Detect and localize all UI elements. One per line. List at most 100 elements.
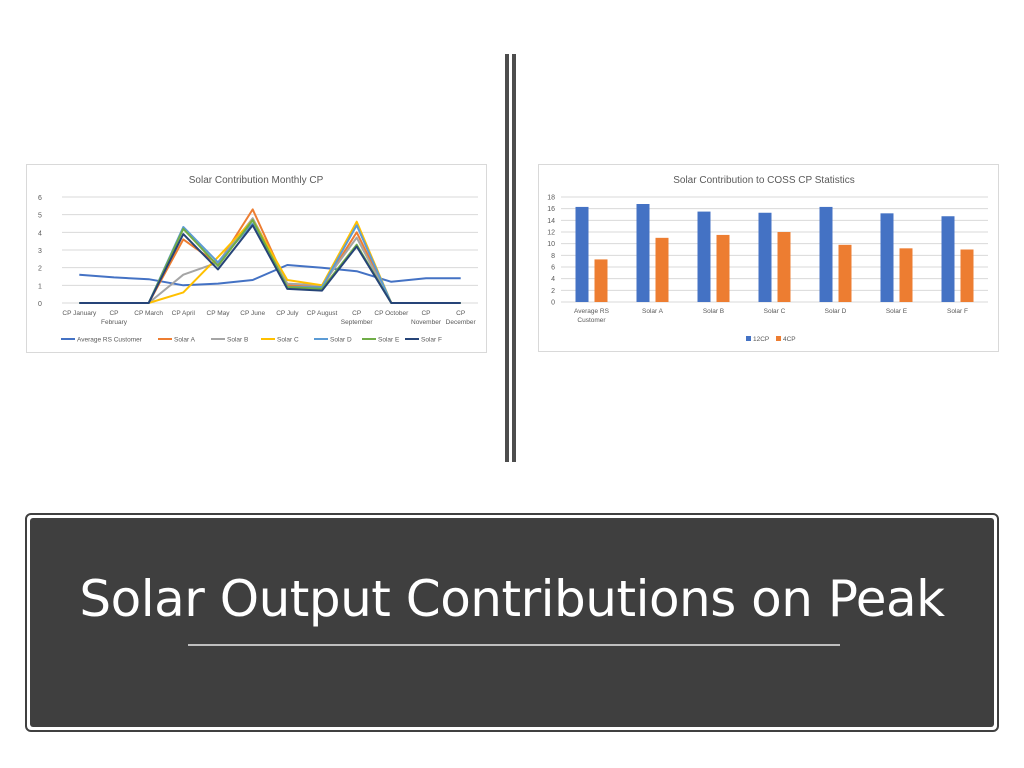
x-tick-label-line: CP bbox=[456, 310, 465, 317]
x-tick-label: CP November bbox=[411, 310, 442, 326]
legend-label-12cp: 12CP bbox=[753, 336, 769, 343]
series-line-solar-f bbox=[79, 224, 461, 304]
x-tick-label: CP February bbox=[101, 310, 128, 326]
x-tick-label: Solar A bbox=[642, 308, 664, 315]
x-tick-label: CP January bbox=[62, 310, 97, 317]
x-tick-label: CP August bbox=[307, 310, 338, 317]
series-line-solar-d bbox=[79, 222, 461, 304]
x-tick-label: Solar C bbox=[764, 308, 786, 315]
y-tick-label: 8 bbox=[551, 253, 555, 260]
x-tick-label-line: CP bbox=[109, 310, 118, 317]
y-tick-label: 6 bbox=[551, 265, 555, 272]
bar-12cp-solar-d bbox=[819, 206, 833, 302]
chart-title: Solar Contribution Monthly CP bbox=[189, 175, 324, 186]
x-tick-label-line: December bbox=[446, 319, 477, 326]
x-tick-label-line: Solar C bbox=[764, 308, 786, 315]
y-tick-label: 16 bbox=[547, 206, 555, 213]
x-tick-label-line: November bbox=[411, 319, 442, 326]
x-tick-label-line: CP August bbox=[307, 310, 338, 317]
series-line-average-rs-customer bbox=[79, 264, 461, 287]
y-tick-label: 2 bbox=[551, 288, 555, 295]
x-tick-label-line: CP October bbox=[374, 310, 409, 317]
x-tick-label-line: Solar E bbox=[886, 308, 908, 315]
legend-label-solar-e: Solar E bbox=[378, 337, 400, 344]
monthly-cp-chart-svg: Solar Contribution Monthly CP 0 1 2 3 4 5 6 CP J… bbox=[38, 175, 478, 344]
bar-4cp-solar-f bbox=[960, 249, 974, 302]
legend-label-4cp: 4CP bbox=[783, 336, 796, 343]
bar-4cp-solar-e bbox=[899, 248, 913, 302]
x-tick-label: CP April bbox=[172, 310, 196, 317]
bar-4cp-solar-a bbox=[655, 237, 669, 302]
x-tick-label: Solar E bbox=[886, 308, 908, 315]
y-tick-label: 10 bbox=[547, 241, 555, 248]
x-tick-label: CP September bbox=[341, 310, 374, 326]
bar-12cp-solar-a bbox=[636, 204, 650, 302]
x-tick-label: Solar B bbox=[703, 308, 724, 315]
x-tick-label-line: Average RS bbox=[574, 308, 610, 315]
bar-12cp-solar-e bbox=[880, 213, 894, 302]
y-tick-label: 4 bbox=[38, 230, 42, 237]
y-tick-label: 1 bbox=[38, 283, 42, 290]
y-tick-label: 18 bbox=[547, 195, 555, 202]
x-tick-label: Solar F bbox=[947, 308, 968, 315]
y-tick-label: 3 bbox=[38, 248, 42, 255]
legend-label-solar-a: Solar A bbox=[174, 337, 196, 344]
x-tick-label-line: CP March bbox=[134, 310, 163, 317]
x-tick-label-line: CP bbox=[352, 310, 361, 317]
bar-4cp-solar-c bbox=[777, 232, 791, 302]
x-tick-label-line: CP January bbox=[62, 310, 97, 317]
x-tick-label-line: Solar F bbox=[947, 308, 968, 315]
title-underline bbox=[188, 644, 840, 646]
x-tick-label-line: Solar B bbox=[703, 308, 724, 315]
x-tick-label-line: CP bbox=[421, 310, 430, 317]
series-line-solar-b bbox=[79, 217, 461, 304]
bar-4cp-solar-d bbox=[838, 244, 852, 302]
x-tick-label-line: September bbox=[341, 319, 374, 326]
y-tick-label: 2 bbox=[38, 266, 42, 273]
y-tick-label: 6 bbox=[38, 195, 42, 202]
bar-4cp-solar-b bbox=[716, 234, 730, 302]
legend-swatch-12cp bbox=[746, 336, 751, 341]
y-tick-label: 0 bbox=[551, 300, 555, 307]
title-box: Solar Output Contributions on Peak bbox=[25, 513, 999, 732]
y-tick-label: 0 bbox=[38, 301, 42, 308]
x-tick-label-line: CP July bbox=[276, 310, 299, 317]
x-tick-label-line: Solar D bbox=[825, 308, 847, 315]
monthly-cp-chart: Solar Contribution Monthly CP 0 1 2 3 4 5 6 CP J… bbox=[26, 164, 487, 353]
title-box-inner: Solar Output Contributions on Peak bbox=[30, 518, 994, 727]
x-tick-label: CP July bbox=[276, 310, 299, 317]
x-tick-label: Solar D bbox=[825, 308, 847, 315]
x-tick-label-line: CP May bbox=[207, 310, 231, 317]
x-tick-label: CP October bbox=[374, 310, 409, 317]
coss-cp-chart: Solar Contribution to COSS CP Statistics… bbox=[538, 164, 999, 352]
slide-title: Solar Output Contributions on Peak bbox=[79, 570, 945, 628]
legend-label-average-rs-customer: Average RS Customer bbox=[77, 337, 143, 344]
legend-label-solar-c: Solar C bbox=[277, 337, 299, 344]
chart-title: Solar Contribution to COSS CP Statistics bbox=[673, 175, 855, 186]
y-tick-label: 4 bbox=[551, 276, 555, 283]
legend-label-solar-b: Solar B bbox=[227, 337, 248, 344]
x-tick-label: CP March bbox=[134, 310, 163, 317]
bar-4cp-average-rs-customer bbox=[594, 259, 608, 302]
x-tick-label: Average RS Customer bbox=[574, 308, 610, 324]
legend-label-solar-d: Solar D bbox=[330, 337, 352, 344]
bar-12cp-solar-f bbox=[941, 216, 955, 302]
x-tick-label-line: CP April bbox=[172, 310, 196, 317]
x-tick-label-line: February bbox=[101, 319, 128, 326]
x-tick-label-line: CP June bbox=[240, 310, 265, 317]
x-tick-label-line: Solar A bbox=[642, 308, 664, 315]
bar-12cp-solar-c bbox=[758, 212, 772, 302]
bar-12cp-average-rs-customer bbox=[575, 206, 589, 302]
legend-label-solar-f: Solar F bbox=[421, 337, 442, 344]
x-tick-label: CP June bbox=[240, 310, 265, 317]
y-tick-label: 5 bbox=[38, 213, 42, 220]
x-tick-label: CP December bbox=[446, 310, 477, 326]
bar-12cp-solar-b bbox=[697, 211, 711, 302]
panel-divider bbox=[505, 54, 517, 462]
legend-swatch-4cp bbox=[776, 336, 781, 341]
x-tick-label: CP May bbox=[207, 310, 231, 317]
y-tick-label: 12 bbox=[547, 230, 555, 237]
coss-cp-chart-svg: Solar Contribution to COSS CP Statistics… bbox=[547, 175, 988, 343]
y-tick-label: 14 bbox=[547, 218, 555, 225]
x-tick-label-line: Customer bbox=[577, 317, 606, 324]
